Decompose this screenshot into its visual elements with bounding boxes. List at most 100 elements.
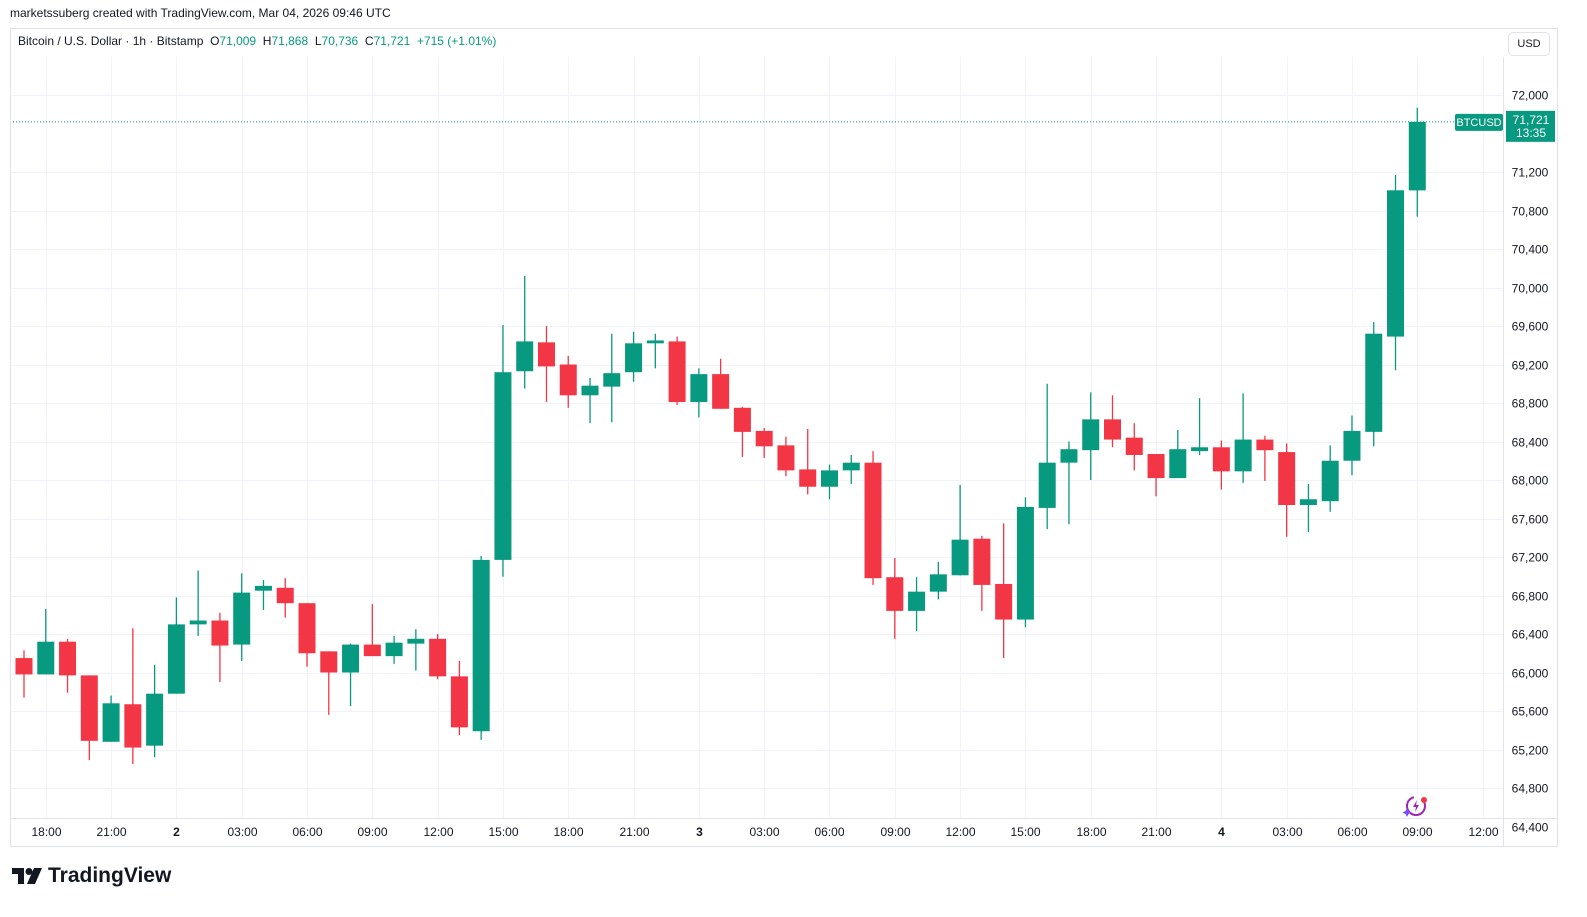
attribution-text: marketssuberg created with TradingView.c…	[10, 6, 391, 20]
candle-up	[646, 333, 664, 369]
candle-up	[1321, 445, 1339, 512]
candle-body	[342, 644, 360, 673]
candle-body	[363, 644, 381, 657]
candle-body	[276, 587, 294, 604]
time-axis[interactable]: 18:00 21:00 2 03:00 06:00 09:00 12:00 15:00 18:0…	[31, 825, 1498, 839]
time-tick-label: 06:00	[814, 825, 844, 839]
price-tag-value: 71,721	[1513, 113, 1550, 127]
open-label: O	[210, 34, 220, 48]
candle-body	[1082, 419, 1100, 451]
time-tick-label: 12:00	[945, 825, 975, 839]
time-tick-label: 06:00	[1337, 825, 1367, 839]
price-tick-label: 67,200	[1512, 551, 1549, 565]
candles	[15, 107, 1426, 764]
candle-down	[1125, 423, 1143, 471]
tradingview-logo-text: TradingView	[48, 864, 172, 887]
candle-body	[189, 620, 207, 625]
candle-body	[233, 592, 251, 645]
price-tick-label: 65,600	[1512, 705, 1549, 719]
price-tick-label: 66,000	[1512, 667, 1549, 681]
time-tick-label: 03:00	[1272, 825, 1302, 839]
candle-down	[320, 651, 338, 715]
candle-up	[603, 333, 621, 423]
candle-up	[929, 561, 947, 600]
candle-up	[1082, 392, 1100, 480]
candle-body	[820, 470, 838, 487]
candle-up	[820, 464, 838, 500]
symbol-legend: Bitcoin / U.S. Dollar · 1h · Bitstamp O 7…	[18, 34, 496, 48]
candle-down	[59, 638, 77, 693]
candle-up	[516, 275, 534, 389]
candle-body	[1365, 333, 1383, 432]
price-tick-label: 69,600	[1512, 320, 1549, 334]
candle-up	[1016, 497, 1034, 628]
candle-body	[80, 675, 98, 741]
time-tick-label: 12:00	[1468, 825, 1498, 839]
candle-down	[276, 578, 294, 618]
time-tick-label: 18:00	[1076, 825, 1106, 839]
candle-body	[1387, 190, 1405, 337]
price-tick-label: 64,800	[1512, 782, 1549, 796]
candle-body	[864, 462, 882, 579]
candle-body	[668, 341, 686, 403]
gridlines	[10, 57, 1503, 818]
candle-body	[537, 342, 555, 367]
tradingview-logo[interactable]: TradingView	[12, 864, 171, 888]
time-tick-label: 18:00	[553, 825, 583, 839]
candle-down	[668, 336, 686, 405]
time-tick-label: 03:00	[227, 825, 257, 839]
low-value: 70,736	[321, 34, 359, 48]
lightning-alert-icon[interactable]	[1402, 796, 1428, 817]
chart-frame	[10, 28, 1558, 847]
candle-body	[799, 469, 817, 487]
candle-down	[429, 634, 447, 680]
candle-up	[1299, 483, 1317, 532]
candle-up	[1191, 398, 1209, 455]
candle-body	[1299, 499, 1317, 506]
candle-down	[1256, 435, 1274, 481]
candle-body	[37, 641, 55, 675]
currency-button[interactable]: USD	[1508, 32, 1550, 56]
candle-up	[1343, 415, 1361, 476]
candle-down	[124, 628, 142, 764]
price-tick-label: 67,600	[1512, 513, 1549, 527]
candle-body	[1191, 447, 1209, 452]
candle-up	[385, 635, 403, 664]
time-tick-label: 21:00	[1141, 825, 1171, 839]
time-tick-label: 15:00	[488, 825, 518, 839]
candle-body	[450, 676, 468, 728]
time-tick-label: 4	[1218, 825, 1225, 839]
candle-down	[733, 406, 751, 457]
time-tick-label: 06:00	[292, 825, 322, 839]
candle-body	[951, 539, 969, 576]
candle-body	[146, 693, 164, 746]
candle-body	[603, 373, 621, 387]
price-tick-label: 71,200	[1512, 166, 1549, 180]
change-value: +715 (+1.01%)	[416, 34, 497, 48]
price-tick-label: 68,000	[1512, 474, 1549, 488]
candle-up	[951, 484, 969, 576]
price-tick-label: 66,400	[1512, 628, 1549, 642]
candle-body	[755, 430, 773, 447]
time-tick-label: 09:00	[357, 825, 387, 839]
candle-body	[733, 407, 751, 432]
candle-body	[1321, 460, 1339, 502]
price-axis[interactable]: 64,400 64,800 65,200 65,600 66,000 66,400 66,8…	[1512, 89, 1549, 835]
candle-up	[1408, 107, 1426, 217]
candle-down	[211, 612, 229, 683]
time-tick-label: 12:00	[423, 825, 453, 839]
candle-down	[777, 436, 795, 477]
high-value: 71,868	[271, 34, 309, 48]
time-tick-label: 15:00	[1010, 825, 1040, 839]
candle-down	[1212, 440, 1230, 490]
candle-body	[167, 624, 185, 694]
candle-body	[581, 385, 599, 396]
candle-down	[559, 355, 577, 408]
symbol-description[interactable]: Bitcoin / U.S. Dollar · 1h · Bitstamp	[18, 34, 204, 48]
candle-down	[799, 428, 817, 495]
candle-body	[842, 462, 860, 471]
candle-body	[646, 340, 664, 344]
candle-down	[537, 326, 555, 403]
time-tick-label: 03:00	[749, 825, 779, 839]
